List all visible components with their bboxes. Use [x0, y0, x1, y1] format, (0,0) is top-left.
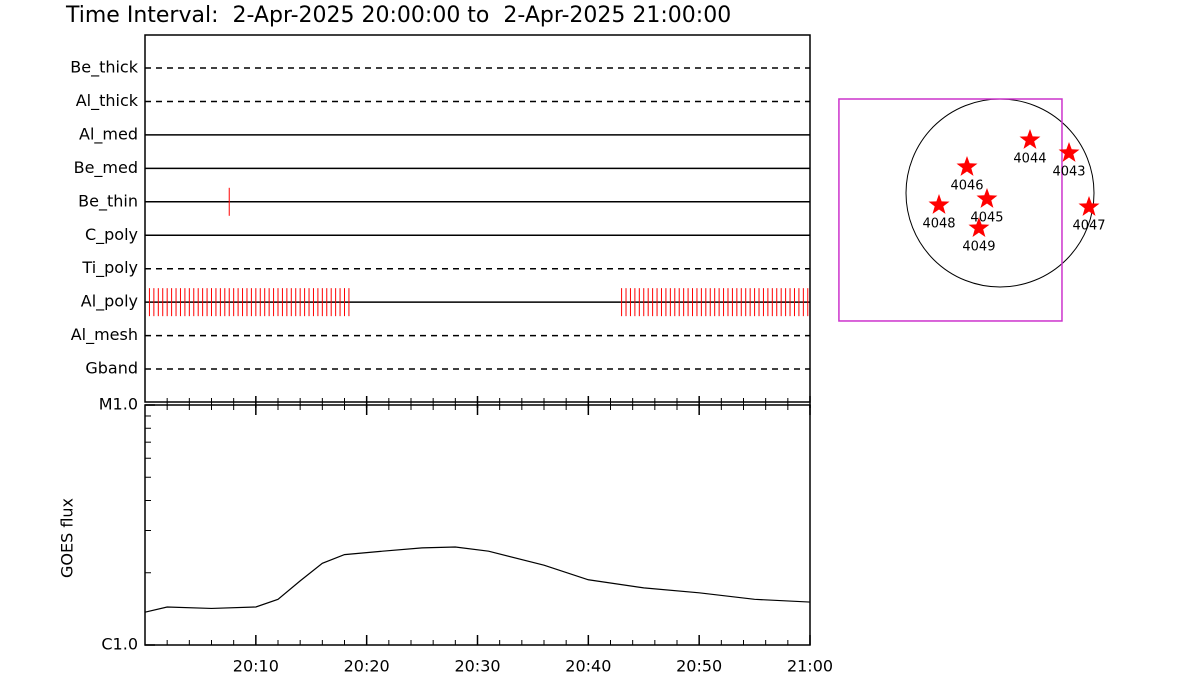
row-label: Al_poly — [81, 292, 138, 312]
y-tick-label: C1.0 — [101, 635, 138, 654]
row-label: Be_med — [74, 158, 138, 178]
region-star — [1078, 196, 1100, 216]
region-label: 4048 — [922, 217, 955, 232]
row-label: Be_thin — [78, 191, 138, 211]
row-label: Gband — [85, 359, 138, 378]
row-label: Be_thick — [70, 58, 138, 78]
row-label: Ti_poly — [81, 258, 138, 278]
row-label: Al_med — [79, 124, 138, 144]
goes-line — [144, 546, 811, 613]
region-label: 4045 — [970, 210, 1003, 225]
region-star — [956, 156, 978, 176]
x-tick-label: 20:20 — [344, 657, 390, 676]
chart-title: Time Interval: 2-Apr-2025 20:00:00 to 2-… — [65, 3, 731, 28]
region-star — [976, 188, 998, 208]
region-star — [1058, 142, 1080, 162]
region-star — [968, 217, 990, 237]
region-star — [1019, 129, 1041, 149]
x-tick-label: 20:40 — [565, 657, 611, 676]
region-label: 4043 — [1052, 164, 1085, 179]
row-label: Al_thick — [76, 91, 139, 111]
region-star — [928, 194, 950, 214]
region-label: 4044 — [1013, 152, 1046, 167]
row-label: C_poly — [85, 225, 138, 245]
x-tick-label: 20:10 — [233, 657, 279, 676]
region-label: 4047 — [1072, 219, 1105, 234]
field-of-view — [838, 98, 1063, 322]
y-tick-label: M1.0 — [99, 395, 138, 414]
row-label: Al_mesh — [71, 325, 138, 345]
region-label: 4049 — [962, 240, 995, 255]
region-label: 4046 — [950, 178, 983, 193]
y-axis-label: GOES flux — [58, 498, 77, 578]
x-tick-label: 20:50 — [676, 657, 722, 676]
x-tick-label: 20:30 — [454, 657, 500, 676]
x-tick-label: 21:00 — [787, 657, 833, 676]
